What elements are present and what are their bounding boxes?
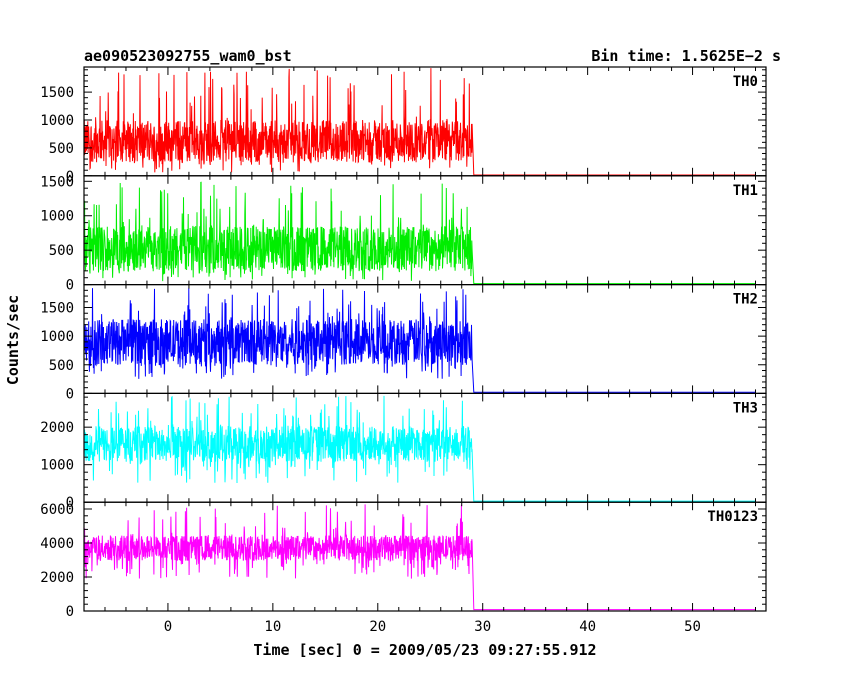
y-tick-label: 0 — [66, 386, 74, 402]
series-th3 — [84, 395, 756, 502]
panel-label-th0123: TH0123 — [707, 509, 758, 525]
y-tick-label: 1000 — [40, 329, 74, 345]
panel-label-th2: TH2 — [733, 292, 758, 308]
x-tick-label: 20 — [369, 619, 386, 635]
series-th0 — [84, 68, 756, 176]
x-tick-label: 40 — [579, 619, 596, 635]
panel-th0123: 0 2000 4000 6000 TH0123 — [40, 501, 767, 620]
y-tick-label: 1000 — [40, 113, 74, 129]
panels-group: 050010001500TH0050010001500TH10500100015… — [40, 66, 767, 635]
chart-title-right: Bin time: 1.5625E−2 s — [591, 47, 781, 65]
y-tick-label: 2000 — [40, 420, 74, 436]
y-tick-label: 1500 — [40, 174, 74, 190]
x-tick-label: 50 — [684, 619, 701, 635]
y-axis-label: Counts/sec — [4, 295, 22, 385]
series-th1 — [84, 181, 756, 285]
y-tick-label: 0 — [66, 169, 74, 185]
y-tick-label: 1000 — [40, 209, 74, 225]
y-tick-label: 1500 — [40, 85, 74, 101]
panel-label-th1: TH1 — [733, 183, 758, 199]
x-tick-label: 30 — [474, 619, 491, 635]
y-tick-label: 1000 — [40, 458, 74, 474]
y-tick-label: 500 — [49, 358, 74, 374]
y-tick-label: 6000 — [40, 502, 74, 518]
y-tick-label: 0 — [66, 495, 74, 511]
panel-th3: 0 1000 2000 TH3 — [40, 392, 767, 511]
y-tick-label: 500 — [49, 141, 74, 157]
y-tick-label: 4000 — [40, 536, 74, 552]
panel-th2: 0 500 1000 1500 TH2 — [40, 284, 767, 402]
x-axis-label: Time [sec] 0 = 2009/05/23 09:27:55.912 — [253, 641, 596, 659]
panel-th1: 0 500 1000 1500 TH1 — [40, 174, 767, 294]
panel-label-th0: TH0 — [733, 74, 758, 90]
panel-th0: 0 500 1000 1500 TH0 — [40, 66, 767, 185]
x-tick-label: 0 — [164, 619, 172, 635]
series-th0123 — [84, 504, 756, 611]
x-tick-label: 10 — [264, 619, 281, 635]
y-tick-label: 0 — [66, 278, 74, 294]
y-tick-label: 1500 — [40, 301, 74, 317]
y-tick-label: 0 — [66, 604, 74, 620]
y-tick-label: 2000 — [40, 570, 74, 586]
chart-title-left: ae090523092755_wam0_bst — [84, 47, 292, 65]
panel-label-th3: TH3 — [733, 400, 758, 416]
series-th2 — [84, 288, 756, 393]
y-tick-label: 500 — [49, 243, 74, 259]
